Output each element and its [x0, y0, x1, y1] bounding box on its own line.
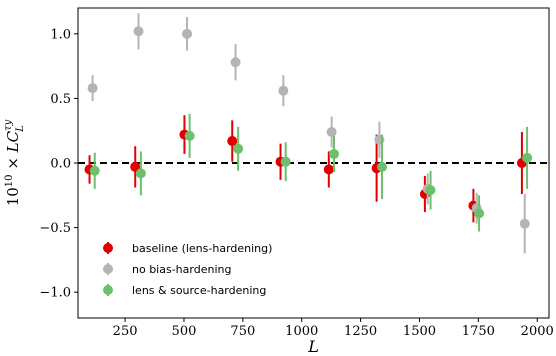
data-point [474, 208, 485, 219]
x-tick-label: 1750 [462, 324, 495, 339]
x-axis-label: L [307, 337, 319, 356]
data-point [328, 148, 339, 159]
data-point [278, 85, 289, 96]
y-tick-label: −1.0 [39, 286, 71, 301]
x-tick-label: 1500 [403, 324, 436, 339]
legend-marker [103, 264, 113, 274]
legend-marker [103, 285, 113, 295]
x-tick-label: 250 [113, 324, 138, 339]
series-2 [89, 113, 533, 232]
y-tick-label: 0.5 [50, 92, 71, 107]
series-0 [84, 115, 527, 223]
data-point [182, 28, 193, 39]
x-tick-label: 500 [172, 324, 197, 339]
y-tick-label: −0.5 [39, 221, 71, 236]
legend: baseline (lens-hardening) no bias-hardeni… [103, 242, 272, 297]
data-point [522, 152, 533, 163]
data-point [87, 83, 98, 94]
y-axis-label: 1010 × LCτyL [3, 119, 26, 206]
data-point [280, 156, 291, 167]
data-point [425, 185, 436, 196]
y-tick-label: 0.0 [50, 157, 71, 172]
legend-label: no bias-hardening [132, 263, 231, 276]
x-tick-label: 1000 [285, 324, 318, 339]
data-point [184, 130, 195, 141]
data-point [230, 57, 241, 68]
series-1 [87, 13, 530, 254]
data-point [377, 161, 388, 172]
data-point [130, 161, 141, 172]
data-point [326, 127, 337, 137]
data-point [133, 26, 144, 37]
legend-marker [103, 243, 113, 253]
data-point [323, 164, 334, 175]
data-point [519, 218, 530, 229]
x-tick-label: 1250 [344, 324, 377, 339]
y-tick-label: 1.0 [50, 27, 71, 42]
legend-label: baseline (lens-hardening) [132, 242, 272, 255]
data-point [233, 143, 244, 154]
x-tick-label: 2000 [521, 324, 554, 339]
y-axis-ticks: −1.0 −0.5 0.0 0.5 1.0 [39, 27, 78, 301]
data-point [227, 136, 238, 147]
x-axis-ticks: 250 500 750 1000 1250 1500 1750 2000 [113, 318, 554, 339]
series-layer [84, 13, 533, 254]
data-point [135, 168, 146, 179]
x-tick-label: 750 [230, 324, 255, 339]
data-point [89, 165, 100, 176]
legend-label: lens & source-hardening [132, 284, 266, 297]
